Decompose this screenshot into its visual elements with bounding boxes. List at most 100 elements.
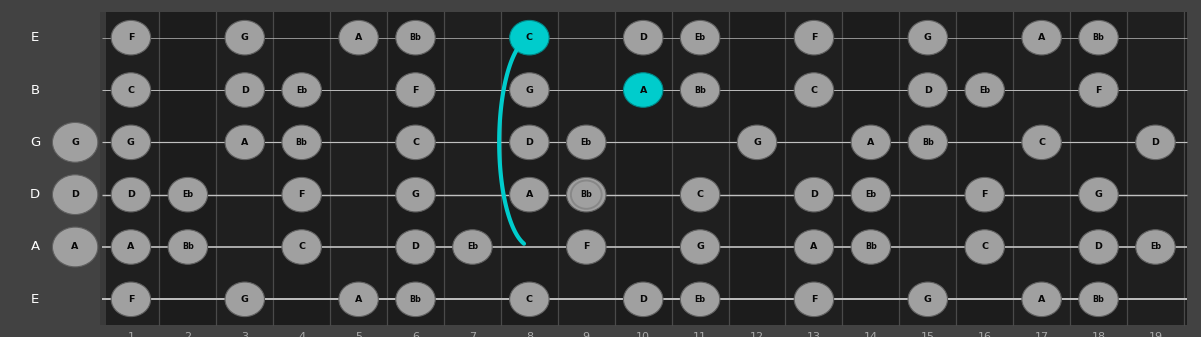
Ellipse shape (964, 177, 1004, 212)
Ellipse shape (681, 73, 719, 107)
Text: D: D (1152, 138, 1159, 147)
Text: D: D (639, 295, 647, 304)
Ellipse shape (282, 125, 322, 160)
Ellipse shape (1022, 125, 1062, 160)
Ellipse shape (282, 177, 322, 212)
Ellipse shape (53, 175, 97, 215)
Ellipse shape (623, 73, 663, 107)
Ellipse shape (225, 73, 264, 107)
Text: C: C (981, 243, 988, 251)
Text: F: F (127, 295, 135, 304)
Ellipse shape (225, 21, 264, 55)
Bar (444, 11, 501, 326)
Text: A: A (811, 243, 818, 251)
Text: Bb: Bb (1093, 33, 1105, 42)
Ellipse shape (681, 177, 719, 212)
Ellipse shape (623, 282, 663, 316)
Text: G: G (1094, 190, 1103, 199)
Text: 17: 17 (1034, 332, 1048, 337)
Ellipse shape (509, 21, 549, 55)
Text: 3: 3 (241, 332, 249, 337)
Ellipse shape (964, 230, 1004, 264)
Text: G: G (241, 33, 249, 42)
Ellipse shape (509, 73, 549, 107)
Text: G: G (924, 33, 932, 42)
Text: 1: 1 (127, 332, 135, 337)
Ellipse shape (908, 21, 948, 55)
Ellipse shape (794, 282, 833, 316)
Text: B: B (31, 84, 40, 96)
Text: F: F (811, 295, 817, 304)
Ellipse shape (396, 125, 435, 160)
Text: Eb: Eb (581, 138, 592, 147)
Ellipse shape (396, 177, 435, 212)
Text: A: A (355, 295, 363, 304)
Ellipse shape (794, 230, 833, 264)
Text: A: A (71, 243, 79, 251)
Ellipse shape (908, 282, 948, 316)
Text: A: A (127, 243, 135, 251)
Ellipse shape (567, 177, 607, 212)
Text: A: A (1038, 33, 1045, 42)
Ellipse shape (112, 230, 150, 264)
Text: Bb: Bb (1093, 295, 1105, 304)
Text: A: A (867, 138, 874, 147)
Ellipse shape (509, 125, 549, 160)
Bar (216, 11, 273, 326)
Text: 7: 7 (468, 332, 476, 337)
Text: G: G (241, 295, 249, 304)
Text: 14: 14 (864, 332, 878, 337)
Text: Eb: Eb (694, 33, 706, 42)
Bar (330, 11, 387, 326)
Text: A: A (1038, 295, 1045, 304)
Text: C: C (526, 33, 533, 42)
Ellipse shape (1078, 230, 1118, 264)
Text: 16: 16 (978, 332, 992, 337)
Ellipse shape (282, 230, 322, 264)
Text: Eb: Eb (865, 190, 877, 199)
Text: F: F (811, 33, 817, 42)
Ellipse shape (396, 73, 435, 107)
Text: 19: 19 (1148, 332, 1163, 337)
Text: 15: 15 (921, 332, 934, 337)
Text: Bb: Bb (922, 138, 933, 147)
Text: A: A (355, 33, 363, 42)
Bar (1127, 11, 1184, 326)
Text: D: D (127, 190, 135, 199)
Bar (100, 11, 106, 326)
Ellipse shape (567, 230, 607, 264)
Ellipse shape (852, 125, 891, 160)
Text: D: D (412, 243, 419, 251)
Text: C: C (526, 295, 533, 304)
Text: G: G (127, 138, 135, 147)
Ellipse shape (168, 177, 208, 212)
Text: D: D (924, 86, 932, 94)
Ellipse shape (1022, 282, 1062, 316)
Text: F: F (582, 243, 590, 251)
Text: D: D (30, 188, 41, 201)
Ellipse shape (1078, 73, 1118, 107)
Text: D: D (241, 86, 249, 94)
Ellipse shape (852, 230, 891, 264)
Text: F: F (412, 86, 419, 94)
Ellipse shape (53, 227, 97, 267)
Text: C: C (412, 138, 419, 147)
Ellipse shape (908, 125, 948, 160)
Ellipse shape (737, 125, 777, 160)
Ellipse shape (225, 282, 264, 316)
Ellipse shape (339, 282, 378, 316)
Ellipse shape (453, 230, 492, 264)
Text: G: G (525, 86, 533, 94)
Text: C: C (697, 190, 704, 199)
Text: G: G (924, 295, 932, 304)
Ellipse shape (225, 125, 264, 160)
Text: C: C (811, 86, 818, 94)
Text: Bb: Bb (295, 138, 307, 147)
Text: D: D (525, 138, 533, 147)
Ellipse shape (112, 125, 150, 160)
Ellipse shape (112, 21, 150, 55)
Text: 11: 11 (693, 332, 707, 337)
Text: 6: 6 (412, 332, 419, 337)
Text: 12: 12 (749, 332, 764, 337)
Text: D: D (1094, 243, 1103, 251)
